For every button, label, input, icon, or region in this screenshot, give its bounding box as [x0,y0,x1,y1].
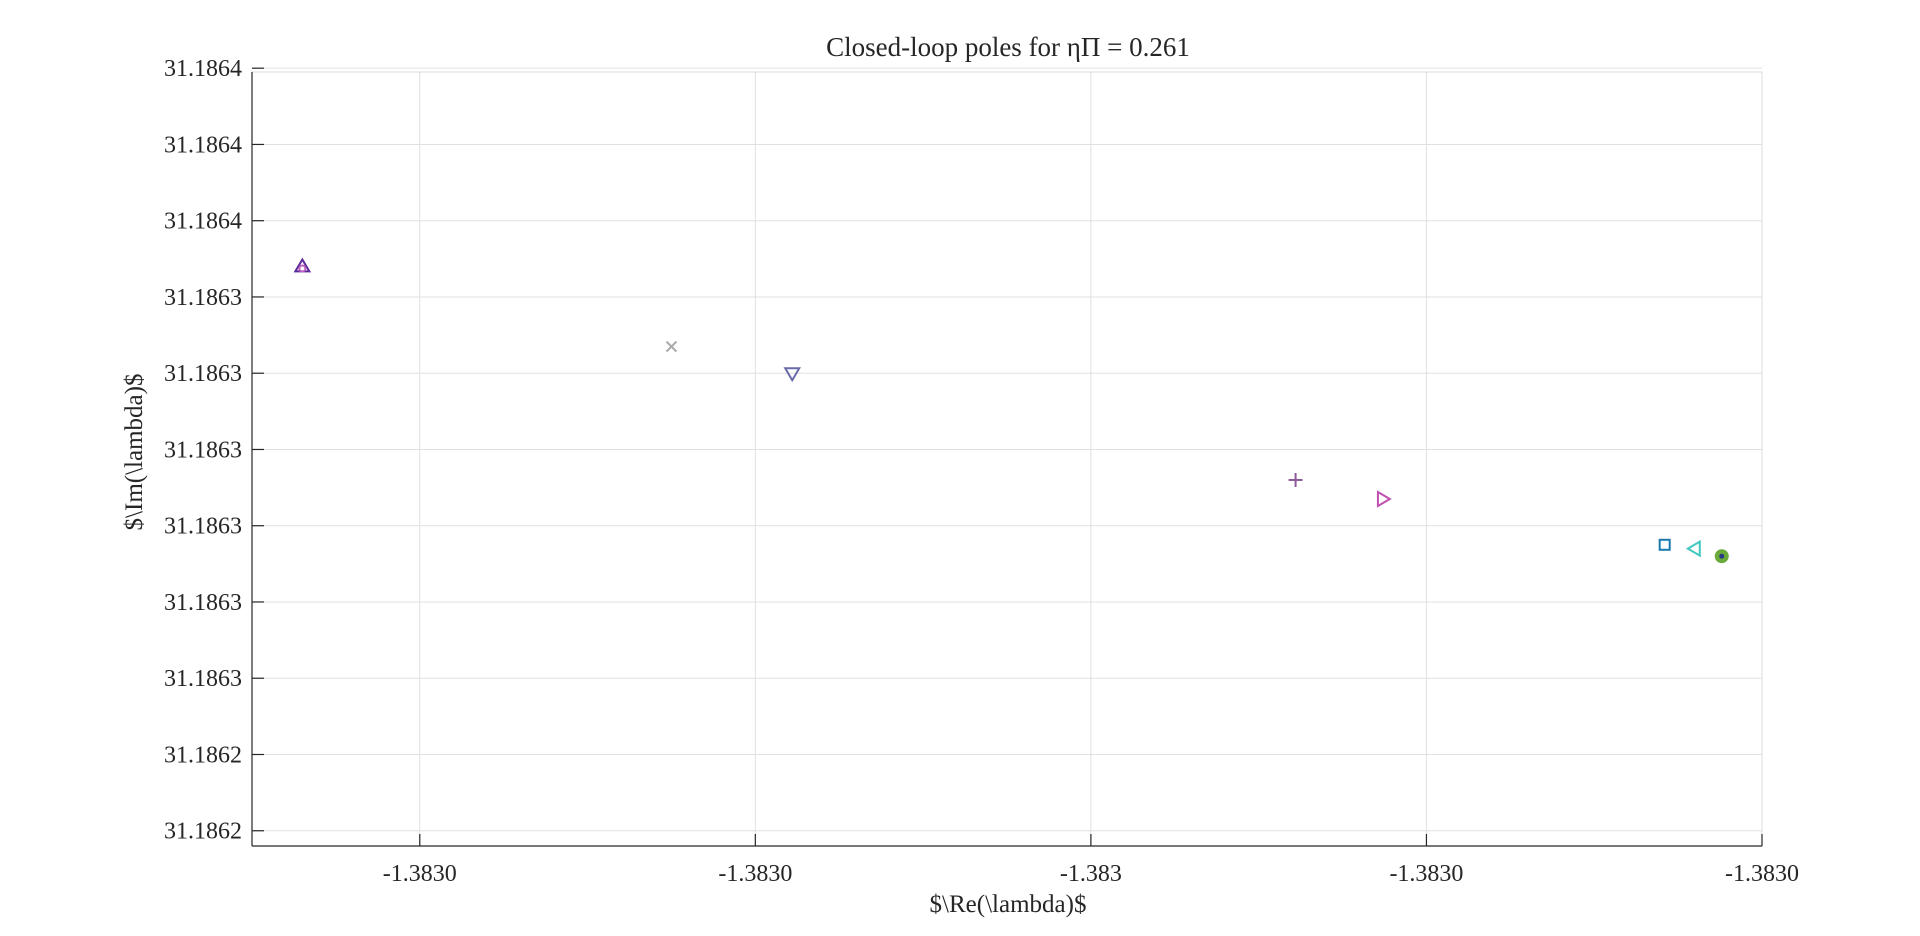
pole-marker-x [665,340,678,353]
pole-marker-square [1658,538,1671,551]
grid-lines [252,67,1763,846]
y-tick-label: 31.1862 [164,742,242,768]
plot-box [251,71,1763,847]
x-tick-label: -1.3830 [1389,861,1463,887]
pole-marker-circle [298,264,307,273]
y-tick-label: 31.1863 [164,437,242,463]
data-points [293,257,1729,564]
pole-marker-dot [1719,553,1725,559]
y-tick-label: 31.1864 [164,209,242,235]
x-tick-label: -1.3830 [718,861,792,887]
y-tick-label: 31.1863 [164,590,242,616]
x-axis-label: $\Re(\lambda)$ [930,891,1087,918]
pole-marker-plus [1288,472,1303,487]
x-tick-label: -1.383 [1060,861,1122,887]
pole-marker-triangle-left [1685,539,1701,558]
pole-marker-triangle-right [1376,490,1392,508]
y-tick-label: 31.1862 [164,819,242,845]
y-tick-label: 31.1864 [164,56,242,82]
x-tick-label: -1.3830 [1725,861,1799,887]
pole-marker-triangle-down [783,367,801,383]
chart-title: Closed-loop poles for ηΠ = 0.261 [826,32,1190,62]
y-axis-label: $\Im(\lambda)$ [121,374,148,531]
x-tick-label: -1.3830 [383,861,457,887]
y-axis-ticks: 31.1862 31.1862 31.1863 31.1863 31.1863 31.18… [164,56,264,845]
y-tick-label: 31.1863 [164,666,242,692]
y-tick-label: 31.1863 [164,361,242,387]
y-tick-label: 31.1863 [164,514,242,540]
x-axis-ticks: -1.3830 -1.3830 -1.383 -1.3830 -1.3830 [383,834,1799,887]
y-tick-label: 31.1863 [164,285,242,311]
y-tick-label: 31.1864 [164,132,242,158]
axes [251,71,1763,847]
